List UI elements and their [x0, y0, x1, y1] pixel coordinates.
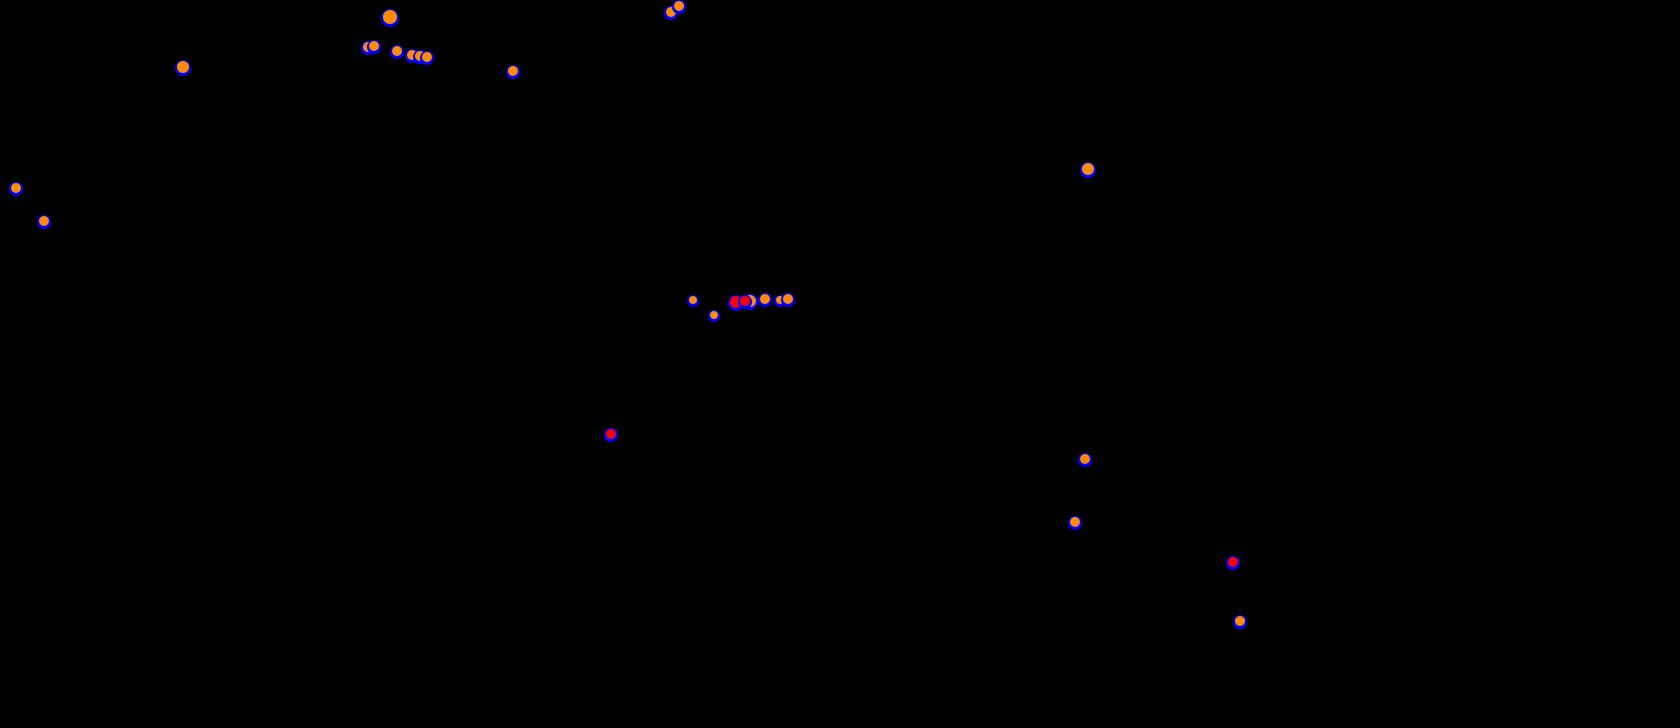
scatter-point[interactable] [1235, 616, 1245, 626]
scatter-point[interactable] [177, 61, 189, 73]
scatter-point[interactable] [508, 66, 518, 76]
scatter-point[interactable] [783, 294, 793, 304]
scatter-point[interactable] [1082, 163, 1094, 175]
scatter-point[interactable] [760, 294, 770, 304]
scatter-point[interactable] [1070, 517, 1080, 527]
scatter-point[interactable] [11, 183, 21, 193]
scatter-point[interactable] [674, 1, 684, 11]
scatter-point[interactable] [606, 429, 616, 439]
scatter-point[interactable] [666, 7, 676, 17]
scatter-point[interactable] [407, 50, 417, 60]
scatter-point[interactable] [369, 41, 379, 51]
scatter-point[interactable] [1080, 454, 1090, 464]
scatter-point[interactable] [776, 296, 784, 304]
scatter-point[interactable] [689, 296, 697, 304]
scatter-point[interactable] [383, 10, 397, 24]
scatter-point[interactable] [1228, 557, 1238, 567]
scatter-point[interactable] [422, 52, 432, 62]
scatter-point[interactable] [710, 311, 718, 319]
scatter-point[interactable] [392, 46, 402, 56]
scatter-point[interactable] [39, 216, 49, 226]
scatter-point[interactable] [740, 296, 750, 306]
